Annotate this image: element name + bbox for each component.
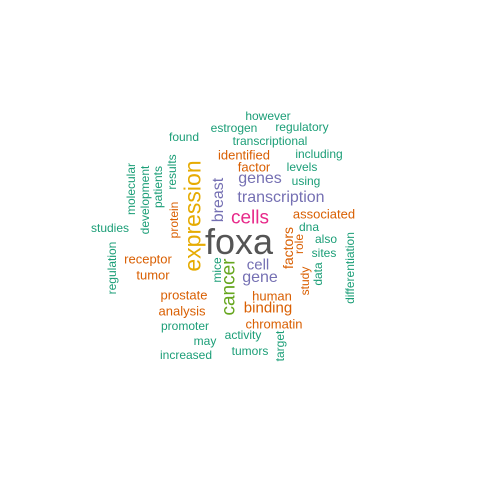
word-differentiation: differentiation bbox=[343, 232, 357, 304]
word-binding: binding bbox=[243, 299, 293, 317]
word-receptor: receptor bbox=[124, 251, 172, 267]
word-transcriptional: transcriptional bbox=[232, 134, 308, 148]
word-role: role bbox=[292, 233, 306, 255]
word-associated: associated bbox=[292, 206, 356, 222]
word-using: using bbox=[291, 174, 321, 188]
word-including: including bbox=[295, 147, 343, 161]
word-also: also bbox=[314, 232, 338, 246]
word-found: found bbox=[168, 130, 200, 144]
word-may: may bbox=[193, 334, 217, 348]
word-tumors: tumors bbox=[231, 344, 269, 358]
word-levels: levels bbox=[286, 160, 318, 174]
word-human: human bbox=[252, 288, 292, 304]
word-dna: dna bbox=[298, 220, 320, 234]
word-expression: expression bbox=[179, 160, 206, 272]
word-cells: cells bbox=[230, 207, 270, 229]
word-regulation: regulation bbox=[105, 241, 119, 295]
word-tumor: tumor bbox=[136, 267, 170, 283]
word-sites: sites bbox=[311, 246, 337, 260]
word-genes: genes bbox=[238, 170, 282, 187]
word-target: target bbox=[273, 330, 287, 362]
word-analysis: analysis bbox=[158, 303, 206, 319]
word-however: however bbox=[245, 109, 291, 123]
word-development: development bbox=[138, 165, 152, 235]
word-cell: cell bbox=[246, 256, 270, 274]
word-regulatory: regulatory bbox=[275, 120, 329, 134]
word-molecular: molecular bbox=[124, 162, 138, 216]
word-protein: protein bbox=[167, 201, 181, 239]
word-studies: studies bbox=[90, 221, 130, 235]
word-identified: identified bbox=[217, 147, 271, 163]
word-transcription: transcription bbox=[237, 189, 325, 206]
word-gene: gene bbox=[242, 269, 278, 286]
word-increased: increased bbox=[159, 348, 213, 362]
word-factor: factor bbox=[237, 159, 271, 175]
word-mice: mice bbox=[210, 257, 224, 283]
word-chromatin: chromatin bbox=[245, 316, 303, 332]
word-activity: activity bbox=[224, 328, 262, 342]
word-data: data bbox=[311, 262, 325, 286]
word-results: results bbox=[165, 154, 179, 190]
word-study: study bbox=[298, 266, 312, 296]
word-patients: patients bbox=[151, 165, 165, 209]
word-estrogen: estrogen bbox=[210, 121, 258, 135]
word-promoter: promoter bbox=[160, 319, 210, 333]
word-prostate: prostate bbox=[160, 287, 208, 303]
word-foxa: foxa bbox=[204, 221, 274, 262]
word-breast: breast bbox=[210, 177, 227, 223]
